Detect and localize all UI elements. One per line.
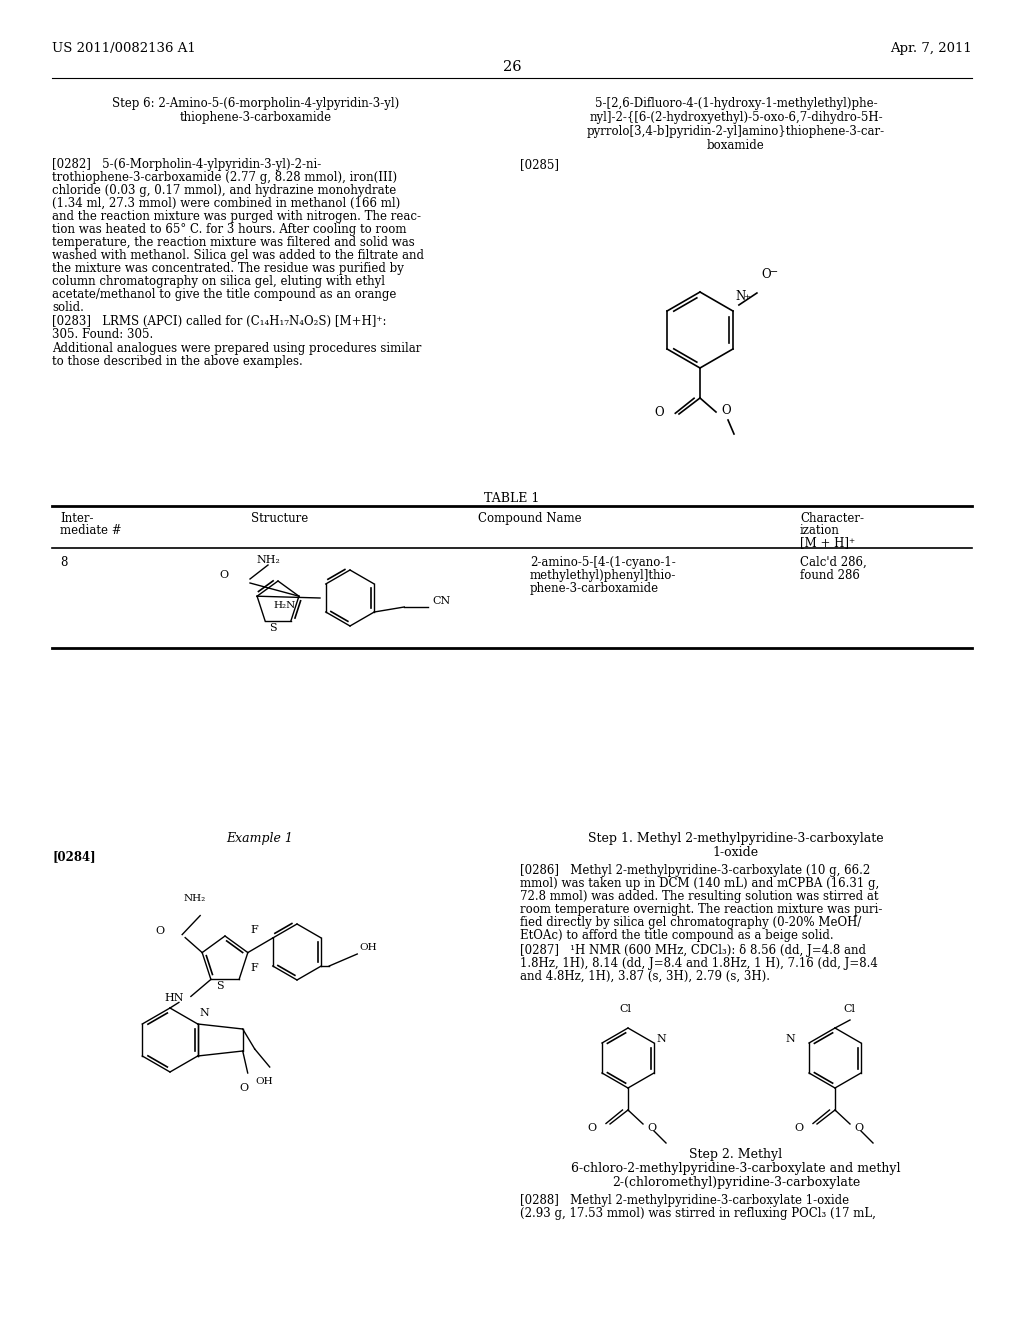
Text: [0285]: [0285]: [520, 158, 559, 172]
Text: O: O: [588, 1123, 597, 1133]
Text: 8: 8: [60, 556, 68, 569]
Text: [0288]   Methyl 2-methylpyridine-3-carboxylate 1-oxide: [0288] Methyl 2-methylpyridine-3-carboxy…: [520, 1195, 849, 1206]
Text: N: N: [656, 1034, 666, 1044]
Text: N: N: [785, 1034, 795, 1044]
Text: OH: OH: [255, 1077, 272, 1086]
Text: Inter-: Inter-: [60, 512, 93, 525]
Text: tion was heated to 65° C. for 3 hours. After cooling to room: tion was heated to 65° C. for 3 hours. A…: [52, 223, 407, 236]
Text: 1.8Hz, 1H), 8.14 (dd, J=8.4 and 1.8Hz, 1 H), 7.16 (dd, J=8.4: 1.8Hz, 1H), 8.14 (dd, J=8.4 and 1.8Hz, 1…: [520, 957, 878, 970]
Text: 305. Found: 305.: 305. Found: 305.: [52, 327, 154, 341]
Text: the mixture was concentrated. The residue was purified by: the mixture was concentrated. The residu…: [52, 261, 403, 275]
Text: and the reaction mixture was purged with nitrogen. The reac-: and the reaction mixture was purged with…: [52, 210, 421, 223]
Text: washed with methanol. Silica gel was added to the filtrate and: washed with methanol. Silica gel was add…: [52, 249, 424, 261]
Text: Example 1: Example 1: [226, 832, 294, 845]
Text: Structure: Structure: [251, 512, 308, 525]
Text: acetate/methanol to give the title compound as an orange: acetate/methanol to give the title compo…: [52, 288, 396, 301]
Text: [0284]: [0284]: [52, 850, 95, 863]
Text: mmol) was taken up in DCM (140 mL) and mCPBA (16.31 g,: mmol) was taken up in DCM (140 mL) and m…: [520, 876, 880, 890]
Text: nyl]-2-{[6-(2-hydroxyethyl)-5-oxo-6,7-dihydro-5H-: nyl]-2-{[6-(2-hydroxyethyl)-5-oxo-6,7-di…: [589, 111, 883, 124]
Text: (2.93 g, 17.53 mmol) was stirred in refluxing POCl₃ (17 mL,: (2.93 g, 17.53 mmol) was stirred in refl…: [520, 1206, 876, 1220]
Text: to those described in the above examples.: to those described in the above examples…: [52, 355, 303, 368]
Text: O: O: [219, 570, 228, 579]
Text: 26: 26: [503, 59, 521, 74]
Text: [M + H]⁺: [M + H]⁺: [800, 536, 855, 549]
Text: solid.: solid.: [52, 301, 84, 314]
Text: found 286: found 286: [800, 569, 860, 582]
Text: column chromatography on silica gel, eluting with ethyl: column chromatography on silica gel, elu…: [52, 275, 385, 288]
Text: O: O: [647, 1123, 656, 1133]
Text: O: O: [654, 405, 664, 418]
Text: Additional analogues were prepared using procedures similar: Additional analogues were prepared using…: [52, 342, 421, 355]
Text: O: O: [761, 268, 770, 281]
Text: F: F: [250, 925, 258, 935]
Text: ization: ization: [800, 524, 840, 537]
Text: O: O: [721, 404, 731, 417]
Text: phene-3-carboxamide: phene-3-carboxamide: [530, 582, 659, 595]
Text: Calc'd 286,: Calc'd 286,: [800, 556, 866, 569]
Text: TABLE 1: TABLE 1: [484, 492, 540, 506]
Text: Step 1. Methyl 2-methylpyridine-3-carboxylate: Step 1. Methyl 2-methylpyridine-3-carbox…: [588, 832, 884, 845]
Text: trothiophene-3-carboxamide (2.77 g, 8.28 mmol), iron(III): trothiophene-3-carboxamide (2.77 g, 8.28…: [52, 172, 397, 183]
Text: CN: CN: [432, 597, 451, 606]
Text: [0287]   ¹H NMR (600 MHz, CDCl₃): δ 8.56 (dd, J=4.8 and: [0287] ¹H NMR (600 MHz, CDCl₃): δ 8.56 (…: [520, 944, 866, 957]
Text: pyrrolo[3,4-b]pyridin-2-yl]amino}thiophene-3-car-: pyrrolo[3,4-b]pyridin-2-yl]amino}thiophe…: [587, 125, 885, 139]
Text: [0283]   LRMS (APCI) called for (C₁₄H₁₇N₄O₂S) [M+H]⁺:: [0283] LRMS (APCI) called for (C₁₄H₁₇N₄O…: [52, 315, 386, 327]
Text: 6-chloro-2-methylpyridine-3-carboxylate and methyl: 6-chloro-2-methylpyridine-3-carboxylate …: [571, 1162, 901, 1175]
Text: O: O: [155, 925, 164, 936]
Text: H₂N: H₂N: [274, 601, 296, 610]
Text: room temperature overnight. The reaction mixture was puri-: room temperature overnight. The reaction…: [520, 903, 883, 916]
Text: O: O: [795, 1123, 804, 1133]
Text: 2-amino-5-[4-(1-cyano-1-: 2-amino-5-[4-(1-cyano-1-: [530, 556, 676, 569]
Text: +: +: [742, 293, 750, 301]
Text: chloride (0.03 g, 0.17 mmol), and hydrazine monohydrate: chloride (0.03 g, 0.17 mmol), and hydraz…: [52, 183, 396, 197]
Text: Cl: Cl: [843, 1005, 855, 1014]
Text: Cl: Cl: [618, 1005, 631, 1014]
Text: EtOAc) to afford the title compound as a beige solid.: EtOAc) to afford the title compound as a…: [520, 929, 834, 942]
Text: O: O: [240, 1082, 248, 1093]
Text: 72.8 mmol) was added. The resulting solution was stirred at: 72.8 mmol) was added. The resulting solu…: [520, 890, 879, 903]
Text: S: S: [269, 623, 276, 632]
Text: S: S: [216, 981, 224, 991]
Text: OH: OH: [359, 944, 377, 953]
Text: US 2011/0082136 A1: US 2011/0082136 A1: [52, 42, 196, 55]
Text: −: −: [770, 268, 778, 277]
Text: Character-: Character-: [800, 512, 864, 525]
Text: 5-[2,6-Difluoro-4-(1-hydroxy-1-methylethyl)phe-: 5-[2,6-Difluoro-4-(1-hydroxy-1-methyleth…: [595, 96, 878, 110]
Text: Compound Name: Compound Name: [478, 512, 582, 525]
Text: temperature, the reaction mixture was filtered and solid was: temperature, the reaction mixture was fi…: [52, 236, 415, 249]
Text: Apr. 7, 2011: Apr. 7, 2011: [890, 42, 972, 55]
Text: and 4.8Hz, 1H), 3.87 (s, 3H), 2.79 (s, 3H).: and 4.8Hz, 1H), 3.87 (s, 3H), 2.79 (s, 3…: [520, 970, 770, 983]
Text: N: N: [735, 290, 745, 304]
Text: fied directly by silica gel chromatography (0-20% MeOH/: fied directly by silica gel chromatograp…: [520, 916, 861, 929]
Text: 2-(chloromethyl)pyridine-3-carboxylate: 2-(chloromethyl)pyridine-3-carboxylate: [612, 1176, 860, 1189]
Text: thiophene-3-carboxamide: thiophene-3-carboxamide: [180, 111, 332, 124]
Text: N: N: [200, 1008, 210, 1018]
Text: NH₂: NH₂: [183, 894, 205, 903]
Text: HN: HN: [165, 994, 184, 1003]
Text: F: F: [250, 964, 258, 973]
Text: methylethyl)phenyl]thio-: methylethyl)phenyl]thio-: [530, 569, 677, 582]
Text: NH₂: NH₂: [256, 554, 280, 565]
Text: [0282]   5-(6-Morpholin-4-ylpyridin-3-yl)-2-ni-: [0282] 5-(6-Morpholin-4-ylpyridin-3-yl)-…: [52, 158, 322, 172]
Text: Step 6: 2-Amino-5-(6-morpholin-4-ylpyridin-3-yl): Step 6: 2-Amino-5-(6-morpholin-4-ylpyrid…: [113, 96, 399, 110]
Text: O: O: [854, 1123, 863, 1133]
Text: (1.34 ml, 27.3 mmol) were combined in methanol (166 ml): (1.34 ml, 27.3 mmol) were combined in me…: [52, 197, 400, 210]
Text: boxamide: boxamide: [708, 139, 765, 152]
Text: mediate #: mediate #: [60, 524, 122, 537]
Text: Step 2. Methyl: Step 2. Methyl: [689, 1148, 782, 1162]
Text: [0286]   Methyl 2-methylpyridine-3-carboxylate (10 g, 66.2: [0286] Methyl 2-methylpyridine-3-carboxy…: [520, 865, 870, 876]
Text: 1-oxide: 1-oxide: [713, 846, 759, 859]
